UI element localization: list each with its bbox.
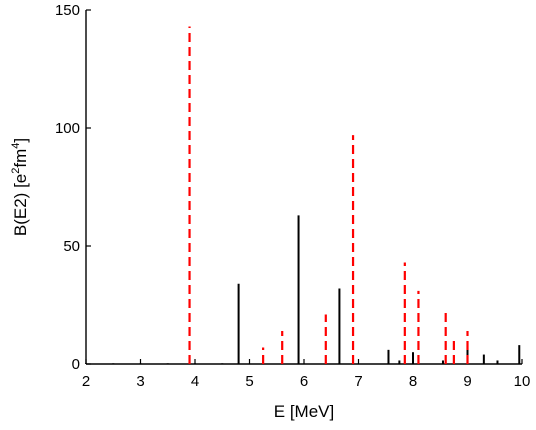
y-tick-label: 100 — [55, 120, 80, 137]
y-axis-label-sup1: 2 — [10, 168, 22, 174]
x-tick-label: 5 — [245, 373, 253, 390]
x-tick-label: 6 — [300, 373, 308, 390]
x-tick-label: 4 — [191, 373, 199, 390]
x-tick-label: 9 — [463, 373, 471, 390]
y-axis-label-main: B(E2) [e — [11, 174, 30, 236]
x-tick-label: 7 — [354, 373, 362, 390]
data-bars — [85, 26, 521, 364]
x-tick-label: 10 — [514, 373, 531, 390]
y-tick-label: 150 — [55, 2, 80, 19]
x-tick-label: 2 — [82, 373, 90, 390]
x-tick-label: 3 — [136, 373, 144, 390]
plot-area: 2 3 4 5 6 7 8 9 10 0 50 100 150 — [55, 2, 530, 390]
y-tick-label: 50 — [63, 238, 80, 255]
y-axis-label: B(E2) [e2fm4] — [10, 138, 30, 236]
x-tick-label: 8 — [409, 373, 417, 390]
y-axis-label-end: ] — [11, 138, 30, 143]
y-tick-label: 0 — [72, 356, 80, 373]
y-axis-ticks: 0 50 100 150 — [55, 2, 91, 373]
y-axis-label-sup2: 4 — [10, 143, 22, 149]
x-axis-ticks: 2 3 4 5 6 7 8 9 10 — [82, 359, 531, 390]
y-axis-label-mid: fm — [11, 149, 30, 168]
x-axis-label: E [MeV] — [274, 402, 334, 421]
